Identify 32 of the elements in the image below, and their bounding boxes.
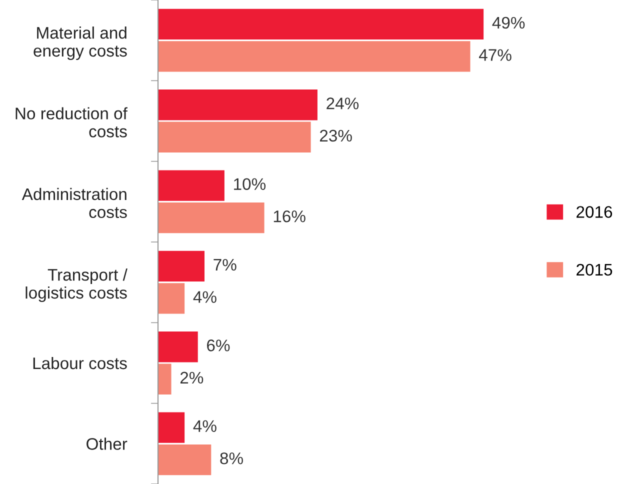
bar (158, 202, 264, 234)
data-label: 7% (214, 258, 236, 271)
y-tick-label: Other (86, 438, 128, 450)
bar (158, 8, 484, 40)
bar (158, 332, 198, 362)
bar (158, 122, 311, 152)
data-label: 6% (207, 340, 230, 352)
bar (158, 412, 185, 443)
bar (158, 364, 172, 394)
data-label: 24% (326, 98, 359, 110)
legend-label: 2015 (576, 264, 612, 276)
data-label: 8% (220, 452, 243, 464)
legend-label: 2016 (576, 206, 612, 218)
bar (158, 250, 205, 282)
data-label: 47% (478, 49, 512, 61)
data-label: 10% (234, 178, 266, 190)
data-label: 4% (193, 291, 216, 303)
data-label: 23% (320, 130, 352, 142)
y-tick-label: Administration costs (22, 188, 127, 218)
bar (158, 283, 185, 314)
y-tick-label: Material and energy costs (34, 26, 127, 60)
data-label: 4% (193, 420, 216, 432)
data-label: 2% (180, 372, 204, 384)
bar (158, 170, 224, 201)
y-tick-label: Labour costs (33, 356, 127, 370)
bar (158, 41, 470, 72)
data-label: 16% (274, 210, 306, 222)
y-tick-label: Transport / logistics costs (26, 268, 128, 302)
y-tick-label: No reduction of costs (16, 107, 128, 138)
data-label: 49% (492, 16, 525, 29)
bar (158, 444, 212, 476)
bar (158, 90, 318, 120)
